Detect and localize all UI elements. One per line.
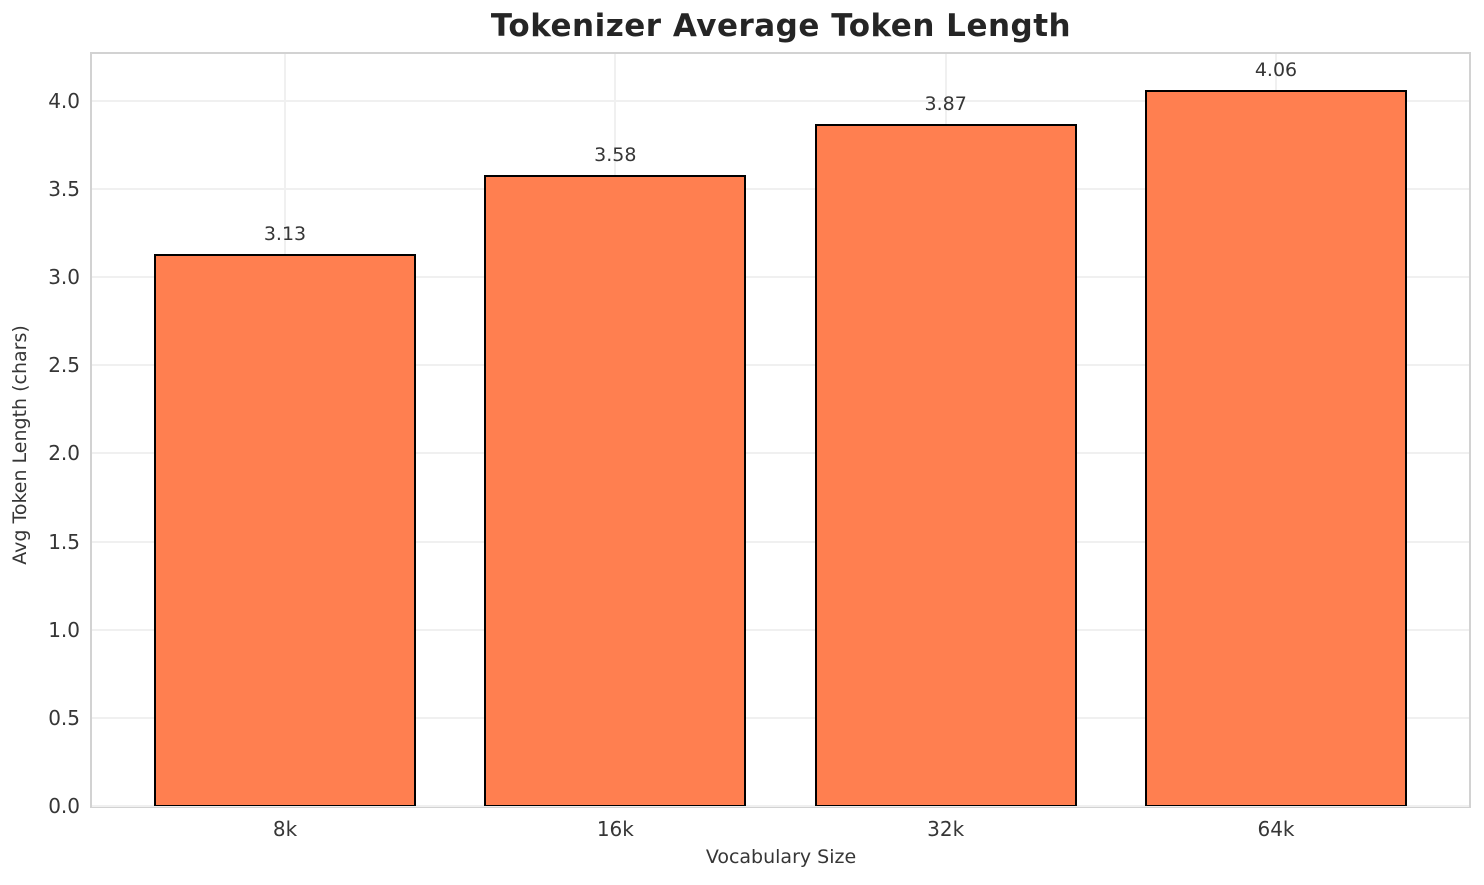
y-tick-label: 3.5 (48, 176, 80, 201)
gridline-horizontal (92, 716, 1469, 719)
y-tick-label: 2.0 (48, 441, 80, 466)
gridline-horizontal (92, 540, 1469, 543)
gridline-horizontal (92, 805, 1469, 807)
y-tick-label: 3.0 (48, 265, 80, 290)
gridline-horizontal (92, 187, 1469, 190)
bar (154, 254, 416, 806)
y-tick-label: 0.5 (48, 705, 80, 730)
bar-value-label: 4.06 (1254, 59, 1298, 81)
y-tick-label: 0.0 (48, 794, 80, 818)
x-tick-label: 16k (596, 817, 634, 841)
x-axis-label: Vocabulary Size (705, 846, 857, 868)
bar (484, 175, 747, 806)
gridline-horizontal (92, 99, 1469, 102)
bar (1145, 90, 1407, 806)
bar-value-label: 3.58 (594, 144, 637, 166)
bar (814, 124, 1077, 806)
bar-value-label: 3.13 (263, 223, 307, 245)
chart-title: Tokenizer Average Token Length (490, 8, 1072, 44)
gridline-horizontal (92, 364, 1469, 367)
gridline-horizontal (92, 276, 1469, 279)
x-tick-label: 32k (927, 817, 965, 841)
gridline-horizontal (92, 628, 1469, 631)
y-tick-label: 1.0 (48, 617, 80, 642)
y-tick-label: 2.5 (48, 353, 80, 378)
y-tick-label: 4.0 (48, 88, 80, 113)
x-tick-label: 8k (272, 817, 298, 841)
gridline-horizontal (92, 452, 1469, 455)
bar-value-label: 3.87 (924, 93, 967, 115)
plot-area: 3.13 3.58 3.87 4.06 (90, 52, 1471, 808)
x-tick-label: 64k (1257, 817, 1295, 841)
y-tick-label: 1.5 (48, 529, 80, 554)
